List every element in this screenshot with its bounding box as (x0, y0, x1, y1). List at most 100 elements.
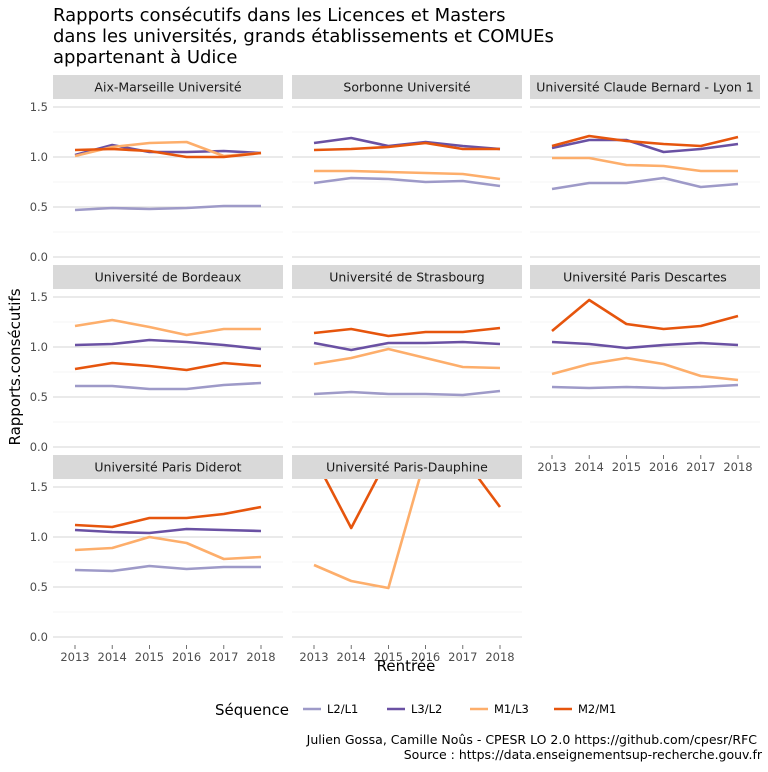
series-lines (551, 298, 739, 390)
series-line-m1-l3 (74, 318, 261, 337)
x-tick-label: 2013 (537, 460, 566, 474)
legend-item-l3-l2: L3/L2 (387, 702, 442, 716)
panel-strip-label: Sorbonne Université (343, 80, 470, 95)
series-line-m2-m1 (324, 479, 502, 530)
y-tick-label: 0.0 (30, 630, 48, 644)
panel-strip (292, 455, 522, 479)
panel-universite-paris-descartes: Université Paris Descartes 2013 2014 2015 20… (530, 265, 760, 474)
series-line-l2-l1 (313, 389, 501, 397)
legend: Séquence L2/L1 L3/L2 M1/L3 M2/M1 (215, 701, 616, 719)
legend-label: M1/L3 (494, 702, 529, 716)
series-line-m2-m1 (313, 141, 500, 152)
panel-strip (53, 265, 283, 289)
x-tick-label: 2015 (612, 460, 641, 474)
series-lines (313, 326, 501, 397)
caption-credits: Julien Gossa, Camille Noûs - CPESR LO 2.… (306, 732, 758, 747)
y-axis-title: Rapports.consécutifs (6, 288, 24, 445)
series-line-l2-l1 (75, 381, 262, 391)
legend-label: M2/M1 (578, 702, 616, 716)
y-tick-label: 1.0 (30, 530, 48, 544)
series-line-l3-l2 (74, 143, 262, 157)
series-line-m2-m1 (74, 505, 262, 529)
panel-strip (292, 265, 522, 289)
panel-universite-claude-bernard-lyon-1: Université Claude Bernard - Lyon 1 (530, 75, 760, 258)
panel-universite-paris-diderot: Université Paris Diderot 0.0 0.5 1.0 1.5 2013… (30, 455, 283, 664)
panel-strip-label: Université de Bordeaux (95, 270, 242, 285)
series-line-l3-l2 (74, 338, 262, 351)
series-lines (551, 134, 739, 191)
series-line-l3-l2 (551, 340, 739, 350)
gridlines (292, 486, 522, 638)
y-tick-label: 0.5 (30, 200, 48, 214)
series-line-l2-l1 (551, 383, 739, 390)
gridlines (53, 106, 283, 258)
series-line-l3-l2 (313, 340, 501, 352)
legend-item-m1-l3: M1/L3 (470, 702, 529, 716)
caption-source: Source : https://data.enseignementsup-re… (404, 747, 763, 762)
x-tick-label: 2018 (723, 460, 752, 474)
chart-title-line-1: Rapports consécutifs dans les Licences e… (53, 5, 505, 26)
legend-label: L2/L1 (327, 702, 358, 716)
y-tick-label: 1.5 (30, 480, 48, 494)
series-line-m2-m1 (551, 298, 739, 332)
x-tick-label: 2015 (135, 650, 164, 664)
y-tick-label: 1.0 (30, 150, 48, 164)
x-axis-title: Rentrée (377, 657, 436, 675)
series-line-m2-m1 (74, 147, 262, 159)
series-lines (74, 318, 262, 391)
series-line-m2-m1 (313, 326, 501, 338)
x-tick-label: 2017 (686, 460, 715, 474)
series-line-l3-l2 (74, 527, 262, 535)
panel-strip (53, 75, 283, 99)
panel-strip-label: Université Claude Bernard - Lyon 1 (536, 80, 754, 95)
x-tick-label: 2015 (374, 650, 403, 664)
panel-strip-label: Université Paris-Dauphine (326, 460, 488, 475)
panel-sorbonne-universite: Sorbonne Université (292, 75, 522, 258)
panel-universite-paris-dauphine: Université Paris-Dauphine 2013 2014 2015 201… (292, 455, 522, 664)
panel-strip-label: Université de Strasbourg (329, 270, 484, 285)
legend-item-l2-l1: L2/L1 (303, 702, 358, 716)
series-lines (74, 505, 262, 573)
legend-item-m2-m1: M2/M1 (554, 702, 616, 716)
panel-strip (292, 75, 522, 99)
legend-title: Séquence (215, 701, 289, 719)
panel-strip (53, 455, 283, 479)
series-line-m1-l3 (313, 479, 421, 590)
series-line-m1-l3 (313, 347, 501, 370)
legend-label: L3/L2 (411, 702, 442, 716)
series-line-l2-l1 (551, 176, 739, 191)
y-tick-label: 0.0 (30, 250, 48, 264)
gridlines (53, 296, 283, 448)
x-tick-label: 2016 (411, 650, 440, 664)
x-tick-label: 2014 (575, 460, 604, 474)
chart-title-line-3: appartenant à Udice (53, 47, 237, 68)
panel-strip-label: Université Paris Diderot (94, 460, 241, 475)
series-line-m1-l3 (552, 156, 738, 173)
y-tick-label: 0.5 (30, 580, 48, 594)
series-line-m1-l3 (74, 535, 262, 561)
x-tick-label: 2013 (60, 650, 89, 664)
series-line-m2-m1 (74, 361, 262, 372)
x-tick-label: 2017 (209, 650, 238, 664)
gridlines (530, 106, 760, 258)
y-tick-label: 1.0 (30, 340, 48, 354)
panel-strip (530, 265, 760, 289)
facet-panels: Aix-Marseille Université 0.0 0.5 1.0 1.5 Sorb… (30, 75, 760, 664)
x-tick-label: 2014 (337, 650, 366, 664)
x-tick-label: 2017 (448, 650, 477, 664)
panel-universite-de-strasbourg: Université de Strasbourg (292, 265, 522, 448)
series-lines (313, 479, 502, 590)
series-lines (74, 140, 262, 212)
series-line-m1-l3 (314, 169, 501, 181)
series-line-m1-l3 (551, 356, 739, 382)
panel-strip-label: Université Paris Descartes (563, 270, 727, 285)
chart-title-line-2: dans les universités, grands établisseme… (53, 26, 554, 47)
series-line-l2-l1 (74, 204, 261, 212)
series-line-l3-l2 (313, 136, 501, 151)
panel-universite-de-bordeaux: Université de Bordeaux 0.0 0.5 1.0 1.5 (30, 265, 283, 454)
gridlines (530, 296, 760, 448)
y-tick-label: 1.5 (30, 100, 48, 114)
gridlines (292, 296, 522, 448)
series-lines (313, 136, 501, 188)
